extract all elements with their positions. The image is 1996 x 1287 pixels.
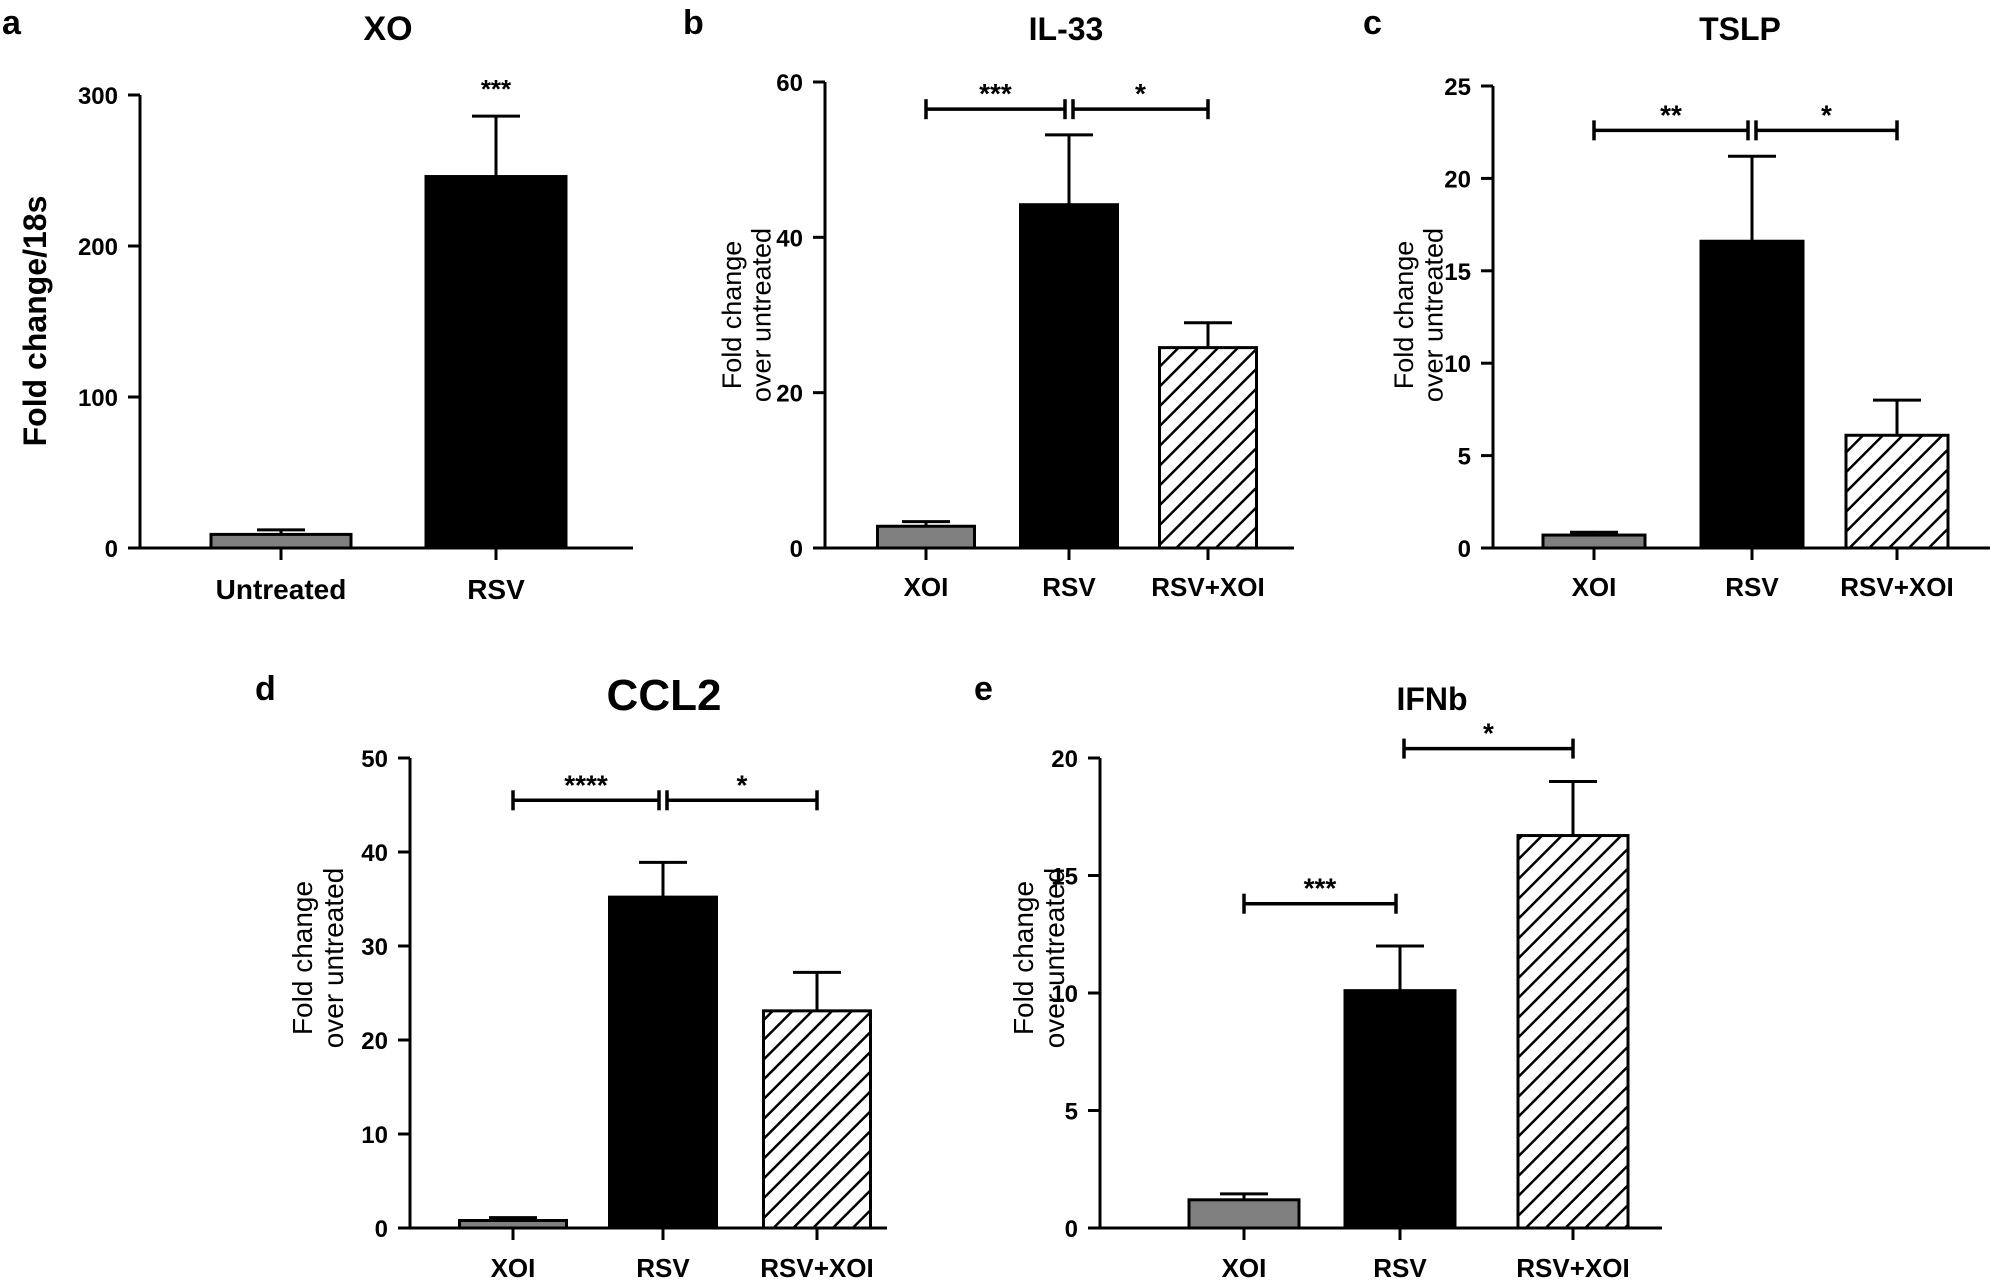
- y-tick-label-b: 0: [790, 536, 803, 563]
- y-axis-label-line: over untreated: [747, 228, 777, 402]
- significance-label-c: **: [1660, 99, 1682, 130]
- category-label-e: RSV: [1373, 1253, 1427, 1283]
- significance-label-e: ***: [1304, 873, 1337, 904]
- y-tick-label-c: 5: [1458, 444, 1471, 471]
- y-axis-label-line: over untreated: [318, 868, 349, 1049]
- y-tick-label-b: 20: [776, 381, 803, 408]
- y-axis-label-line: Fold change: [1008, 881, 1039, 1035]
- y-tick-label-c: 15: [1444, 259, 1471, 286]
- category-label-b: XOI: [904, 572, 949, 602]
- panel-letter-e: e: [974, 670, 993, 708]
- y-tick-label-d: 40: [361, 840, 388, 867]
- panel-letter-b: b: [683, 4, 704, 42]
- category-label-e: RSV+XOI: [1516, 1253, 1629, 1283]
- bar-a-rsv: [424, 175, 568, 550]
- y-tick-label-e: 10: [1051, 981, 1078, 1008]
- category-label-a: RSV: [467, 574, 525, 605]
- significance-label-c: *: [1821, 99, 1832, 130]
- category-label-b: RSV: [1042, 572, 1096, 602]
- category-label-c: RSV: [1725, 572, 1779, 602]
- chart-title-e: IFNb: [1396, 681, 1467, 717]
- panel-letter-d: d: [255, 670, 276, 708]
- category-label-d: XOI: [491, 1253, 536, 1283]
- bar-b-rsv: [1019, 203, 1119, 550]
- significance-label-e: *: [1483, 718, 1494, 749]
- y-tick-label-a: 200: [78, 234, 118, 261]
- y-tick-label-e: 0: [1065, 1216, 1078, 1243]
- y-tick-label-e: 5: [1065, 1099, 1078, 1126]
- y-tick-label-a: 100: [78, 385, 118, 412]
- y-axis-label-a: Fold change/18s: [17, 196, 53, 447]
- bar-c-xoi: [1541, 533, 1647, 550]
- y-axis-label-line: Fold change: [287, 881, 318, 1035]
- bar-d-rsv-xoi: [762, 1009, 872, 1230]
- category-label-a: Untreated: [216, 574, 347, 605]
- panel-letter-a: a: [2, 4, 22, 42]
- category-label-c: XOI: [1572, 572, 1617, 602]
- bar-e-rsv-xoi: [1516, 834, 1630, 1230]
- category-label-d: RSV+XOI: [760, 1253, 873, 1283]
- y-axis-label-line: Fold change: [1389, 241, 1419, 390]
- y-tick-label-c: 0: [1458, 536, 1471, 563]
- panel-letter-c: c: [1363, 4, 1382, 42]
- y-axis-label-line: over untreated: [1419, 228, 1449, 402]
- y-tick-label-e: 20: [1051, 746, 1078, 773]
- y-tick-label-d: 20: [361, 1028, 388, 1055]
- y-tick-label-c: 10: [1444, 351, 1471, 378]
- y-tick-label-d: 10: [361, 1122, 388, 1149]
- bar-b-xoi: [876, 524, 976, 550]
- y-tick-label-a: 300: [78, 83, 118, 110]
- significance-label-d: ****: [564, 769, 608, 800]
- y-tick-label-a: 0: [105, 536, 118, 563]
- significance-label-b: *: [1135, 78, 1146, 109]
- y-axis-label-c: Fold changeover untreated: [1389, 228, 1449, 402]
- bar-d-rsv: [608, 895, 718, 1230]
- y-axis-label-line: Fold change: [717, 241, 747, 390]
- chart-title-b: IL-33: [1029, 11, 1104, 47]
- y-tick-label-c: 25: [1444, 74, 1471, 101]
- chart-title-c: TSLP: [1699, 11, 1781, 47]
- y-tick-label-d: 30: [361, 934, 388, 961]
- bar-e-xoi: [1187, 1198, 1301, 1230]
- y-tick-label-d: 0: [375, 1216, 388, 1243]
- significance-label-d: *: [737, 769, 748, 800]
- y-tick-label-c: 20: [1444, 166, 1471, 193]
- bar-c-rsv-xoi: [1844, 433, 1950, 550]
- significance-label-b: ***: [979, 78, 1012, 109]
- y-tick-label-b: 40: [776, 225, 803, 252]
- y-tick-label-e: 15: [1051, 864, 1078, 891]
- category-label-d: RSV: [636, 1253, 690, 1283]
- chart-title-d: CCL2: [607, 671, 722, 720]
- y-axis-label-b: Fold changeover untreated: [717, 228, 777, 402]
- y-axis-label-line: over untreated: [1039, 868, 1070, 1049]
- chart-title-a: XO: [363, 10, 412, 48]
- category-label-e: XOI: [1222, 1253, 1267, 1283]
- category-label-c: RSV+XOI: [1840, 572, 1953, 602]
- bar-d-xoi: [458, 1218, 568, 1230]
- bar-e-rsv: [1343, 989, 1457, 1230]
- category-label-b: RSV+XOI: [1151, 572, 1264, 602]
- bar-c-rsv: [1699, 239, 1805, 550]
- y-axis-label-d: Fold changeover untreated: [287, 868, 349, 1049]
- y-tick-label-b: 60: [776, 70, 803, 97]
- significance-label-a: ***: [481, 74, 512, 104]
- y-tick-label-d: 50: [361, 746, 388, 773]
- bar-a-untreated: [209, 532, 353, 550]
- bar-b-rsv-xoi: [1158, 346, 1258, 550]
- y-axis-label-e: Fold changeover untreated: [1008, 868, 1070, 1049]
